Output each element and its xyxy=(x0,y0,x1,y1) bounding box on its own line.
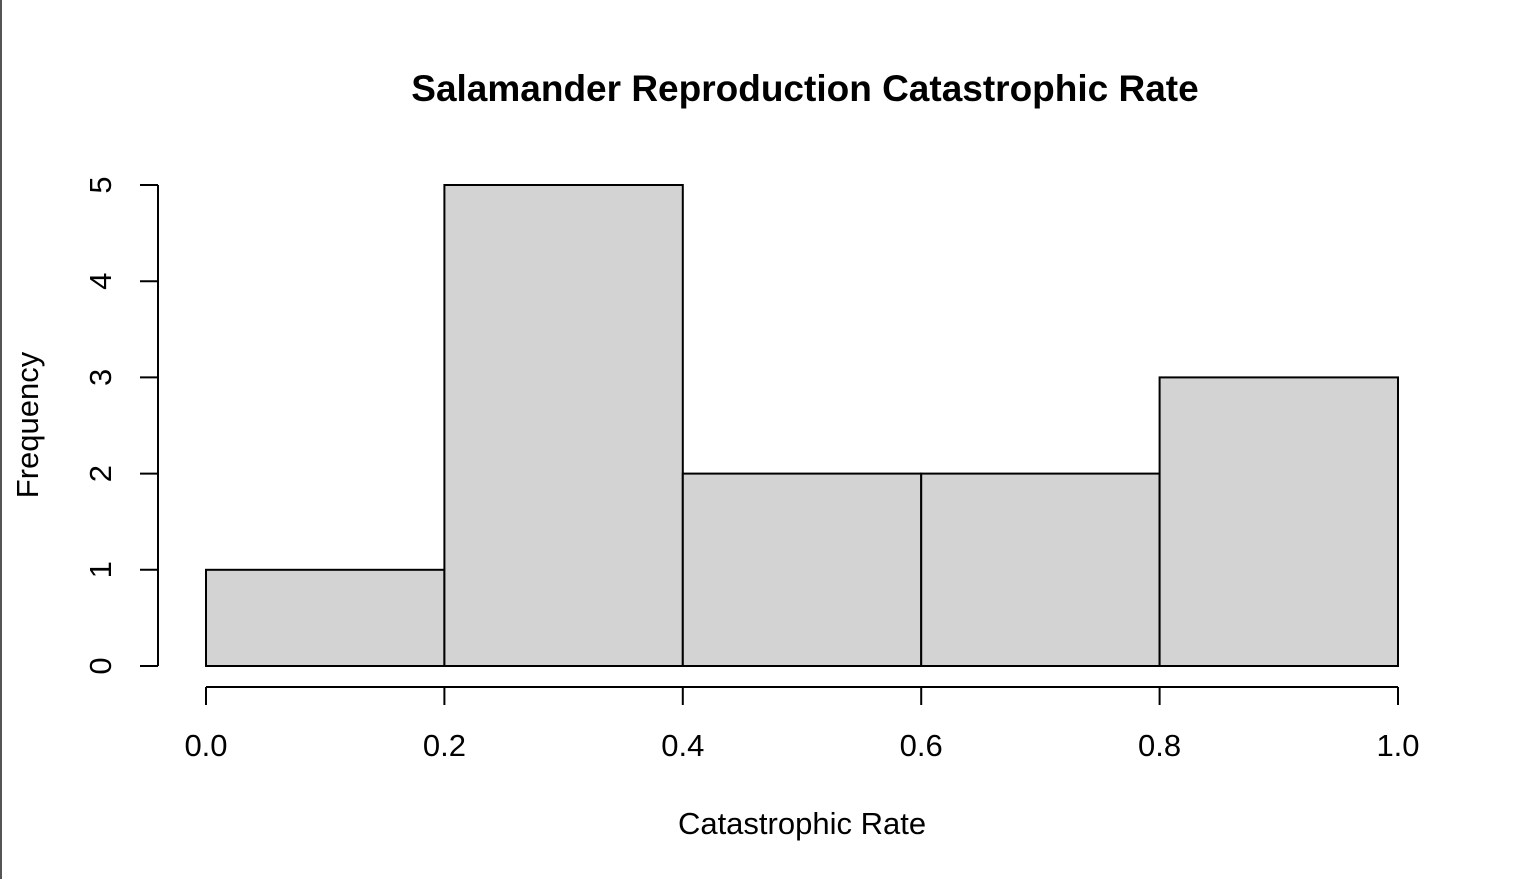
y-tick-label: 5 xyxy=(83,176,118,193)
y-tick-label: 1 xyxy=(83,561,118,578)
histogram-bar-3 xyxy=(681,472,923,667)
histogram-bar-2 xyxy=(443,184,684,667)
x-tick-label: 0.2 xyxy=(423,728,466,763)
window-edge xyxy=(0,0,2,879)
x-tick-label: 0.8 xyxy=(1138,728,1181,763)
histogram-bar-5 xyxy=(1158,376,1399,667)
x-tick-label: 0.4 xyxy=(661,728,704,763)
histogram-bar-4 xyxy=(920,472,1161,667)
x-axis-label: Catastrophic Rate xyxy=(678,806,926,841)
y-tick-label: 4 xyxy=(83,273,118,290)
chart-title: Salamander Reproduction Catastrophic Rat… xyxy=(411,68,1198,109)
y-tick-label: 2 xyxy=(83,465,118,482)
histogram-bars xyxy=(205,184,1399,667)
x-tick-label: 0.6 xyxy=(900,728,943,763)
histogram-bar-1 xyxy=(205,568,446,667)
x-axis: 0.0 0.2 0.4 0.6 0.8 1.0 xyxy=(184,686,1420,763)
x-tick-label: 0.0 xyxy=(184,728,227,763)
y-axis: 0 1 2 3 4 5 xyxy=(83,176,159,675)
y-tick-label: 0 xyxy=(83,657,118,674)
y-axis-label: Frequency xyxy=(10,351,45,498)
x-tick-label: 1.0 xyxy=(1376,728,1419,763)
y-tick-label: 3 xyxy=(83,369,118,386)
